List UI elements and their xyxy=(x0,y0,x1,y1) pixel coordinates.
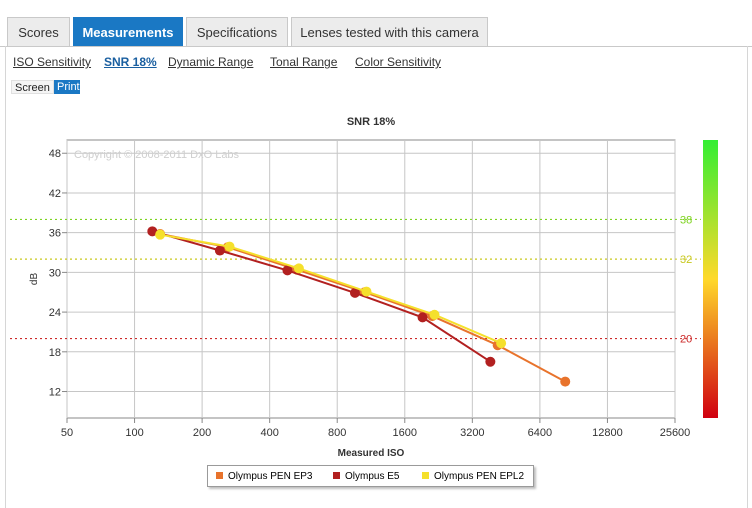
data-point xyxy=(349,287,360,298)
reference-lines: 38 32 20 xyxy=(10,214,701,346)
series-layer xyxy=(147,226,571,387)
data-point xyxy=(214,245,225,256)
data-point xyxy=(485,356,496,367)
subnav-dynamic-range[interactable]: Dynamic Range xyxy=(168,55,254,69)
data-point xyxy=(224,241,235,252)
reference-line-label: 20 xyxy=(680,334,692,346)
y-axis-title: dB xyxy=(29,273,40,286)
legend-label-epl2: Olympus PEN EPL2 xyxy=(434,471,525,482)
x-tick-label: 25600 xyxy=(660,427,691,439)
chart-legend: Olympus PEN EP3 Olympus E5 Olympus PEN E… xyxy=(207,465,534,487)
tab-lenses-tested[interactable]: Lenses tested with this camera xyxy=(291,17,488,46)
plot-area xyxy=(66,139,676,419)
legend-label-e5: Olympus E5 xyxy=(345,471,400,482)
x-tick-label: 50 xyxy=(61,427,73,439)
x-tick-label: 1600 xyxy=(393,427,417,439)
screen-mode-button[interactable]: Screen xyxy=(11,80,54,94)
x-tick-label: 3200 xyxy=(460,427,484,439)
copyright-watermark: Copyright © 2008-2011 DxO Labs xyxy=(74,149,240,161)
legend-item-epl2[interactable]: Olympus PEN EPL2 xyxy=(422,471,524,483)
y-tick-label: 18 xyxy=(49,347,61,359)
x-axis-ticks: 50 100 200 400 800 1600 3200 6400 12800 25600 xyxy=(61,418,690,439)
print-mode-button[interactable]: Print xyxy=(54,80,80,94)
y-tick-label: 12 xyxy=(49,387,61,399)
series-line xyxy=(159,233,502,345)
tab-scores[interactable]: Scores xyxy=(7,17,70,46)
data-point xyxy=(361,286,372,297)
x-tick-label: 800 xyxy=(328,427,346,439)
y-tick-label: 30 xyxy=(49,267,61,279)
series-line xyxy=(152,230,491,363)
x-tick-label: 12800 xyxy=(592,427,623,439)
data-point xyxy=(282,265,293,276)
x-tick-label: 6400 xyxy=(528,427,552,439)
legend-item-ep3[interactable]: Olympus PEN EP3 xyxy=(216,471,312,483)
content-panel xyxy=(5,46,748,508)
y-tick-label: 36 xyxy=(49,228,61,240)
y-tick-label: 24 xyxy=(49,307,61,319)
chart-title: SNR 18% xyxy=(347,116,396,128)
x-tick-label: 400 xyxy=(260,427,278,439)
reference-line-label: 38 xyxy=(680,214,692,226)
y-axis-ticks: 12 18 24 30 36 42 48 xyxy=(49,148,67,399)
x-axis-title: Measured ISO xyxy=(338,448,405,459)
reference-line-label: 32 xyxy=(680,254,692,266)
subnav-tonal-range[interactable]: Tonal Range xyxy=(270,55,338,69)
data-point xyxy=(560,376,571,387)
data-point xyxy=(293,263,304,274)
subnav-iso-sensitivity[interactable]: ISO Sensitivity xyxy=(13,55,92,69)
data-point xyxy=(417,312,428,323)
legend-swatch-ep3 xyxy=(216,472,223,479)
legend-label-ep3: Olympus PEN EP3 xyxy=(228,471,313,482)
data-point xyxy=(155,229,166,240)
series-group xyxy=(147,226,496,367)
data-point xyxy=(429,309,440,320)
subnav-color-sensitivity[interactable]: Color Sensitivity xyxy=(355,55,442,69)
tab-measurements[interactable]: Measurements xyxy=(73,17,183,46)
x-tick-label: 200 xyxy=(193,427,211,439)
data-point xyxy=(496,338,507,349)
tab-specifications[interactable]: Specifications xyxy=(186,17,288,46)
y-tick-label: 42 xyxy=(49,188,61,200)
data-point xyxy=(147,226,158,237)
color-scale-bar xyxy=(703,140,718,418)
tab-bar: Scores Measurements Specifications Lense… xyxy=(0,0,752,47)
legend-swatch-epl2 xyxy=(422,472,429,479)
subnav-snr-18[interactable]: SNR 18% xyxy=(104,55,157,69)
y-tick-label: 48 xyxy=(49,148,61,160)
legend-swatch-e5 xyxy=(333,472,340,479)
x-tick-label: 100 xyxy=(125,427,143,439)
grid-lines xyxy=(66,140,676,418)
legend-item-e5[interactable]: Olympus E5 xyxy=(333,471,399,483)
series-group xyxy=(155,229,507,349)
